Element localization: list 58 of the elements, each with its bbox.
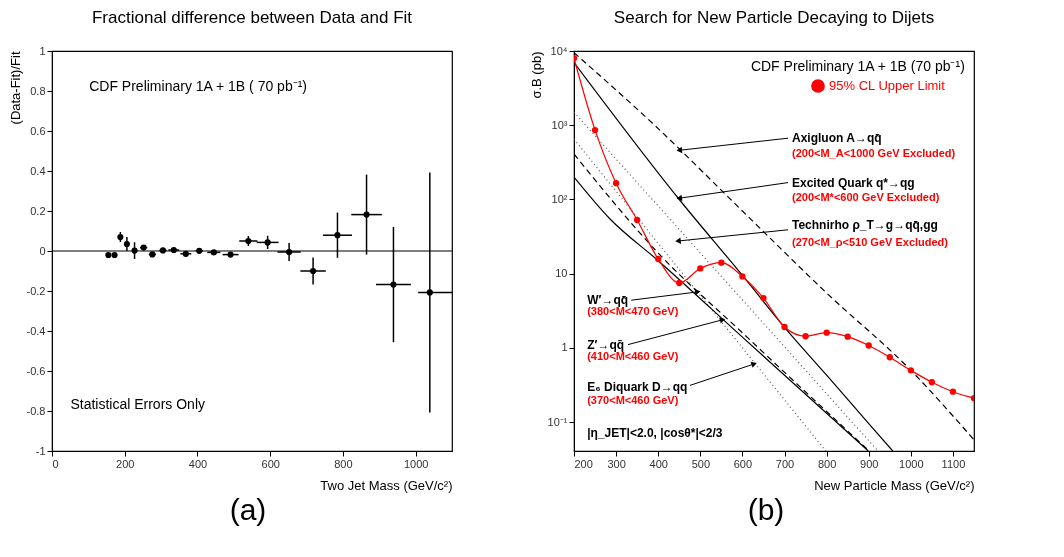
annotation: Statistical Errors Only [70,396,205,413]
x-tick-label: 1000 [899,457,924,470]
annotation: E₆ Diquark D→qq [587,380,688,394]
annotation: (200<M*<600 GeV Excluded) [792,191,940,204]
x-tick-label: 800 [334,457,353,470]
y-tick-label: 10² [551,193,568,205]
x-tick-label: 200 [116,457,135,470]
y-tick-label: 0.2 [30,204,46,217]
text: (b) [747,493,785,526]
x-tick-label: 600 [733,457,753,470]
x-tick-label: 500 [691,457,710,470]
annotation: (200<M_A<1000 GeV Excluded) [792,146,956,159]
y-tick-label: -0.4 [26,324,46,337]
x-tick-label: 900 [860,457,879,470]
x-tick-label: 400 [649,457,668,470]
chart-title: Fractional difference between Data and Fit [91,8,413,27]
x-tick-label: 600 [261,457,280,470]
y-tick-label: 10⁴ [550,44,568,57]
y-axis-title: (Data-Fit)/Fit [7,51,23,125]
y-tick-label: 10³ [551,118,568,131]
chart-title: Search for New Particle Decaying to Dijets [613,8,935,27]
y-tick-label: -0.6 [26,364,46,377]
x-axis-title: New Particle Mass (GeV/c²) [814,477,975,493]
annotation: (410<M<460 GeV) [587,350,679,363]
annotation: (270<M_ρ<510 GeV Excluded) [792,236,949,248]
y-tick-label: -1 [35,444,46,457]
y-tick-label: 1 [39,44,46,57]
x-tick-label: 700 [775,457,795,470]
annotation: Axigluon A→qq̄ [792,131,882,146]
x-tick-label: 400 [188,457,208,470]
x-tick-label: 300 [607,457,626,470]
x-tick-label: 200 [574,457,593,470]
x-tick-label: 800 [817,457,837,470]
y-tick-label: 0.8 [30,84,46,97]
y-tick-label: 1 [561,341,568,354]
y-tick-label: -0.2 [26,284,46,297]
y-tick-label: 0 [39,244,46,257]
annotation: CDF Preliminary 1A + 1B (70 pb⁻¹) [750,58,965,74]
annotation: W′→qq̄ [587,293,629,308]
y-tick-label: 10 [555,267,568,280]
y-axis-title: σ.B (pb) [528,51,544,99]
y-tick-label: 0.4 [30,164,46,177]
annotation: Excited Quark q*→qg [792,175,915,190]
annotation: (370<M<460 GeV) [587,394,679,406]
x-tick-label: 0 [52,457,59,470]
x-axis-title: Two Jet Mass (GeV/c²) [320,477,453,493]
y-tick-label: 10⁻¹ [547,415,568,428]
annotation: Technirho ρ_T→g→qq̄,gg [792,218,938,232]
x-tick-label: 1100 [941,457,966,470]
annotation: CDF Preliminary 1A + 1B ( 70 pb⁻¹) [89,78,307,94]
y-tick-label: -0.8 [26,404,46,417]
annotation: |η_JET|<2.0, |cosθ*|<2/3 [587,426,723,441]
y-tick-label: 0.6 [30,124,46,137]
legend-label: 95% CL Upper Limit [829,78,946,93]
x-tick-label: 1000 [403,457,429,470]
annotation: Z′→qq̄ [587,337,625,352]
text: (a) [229,493,267,526]
annotation: (380<M<470 GeV) [587,305,679,318]
